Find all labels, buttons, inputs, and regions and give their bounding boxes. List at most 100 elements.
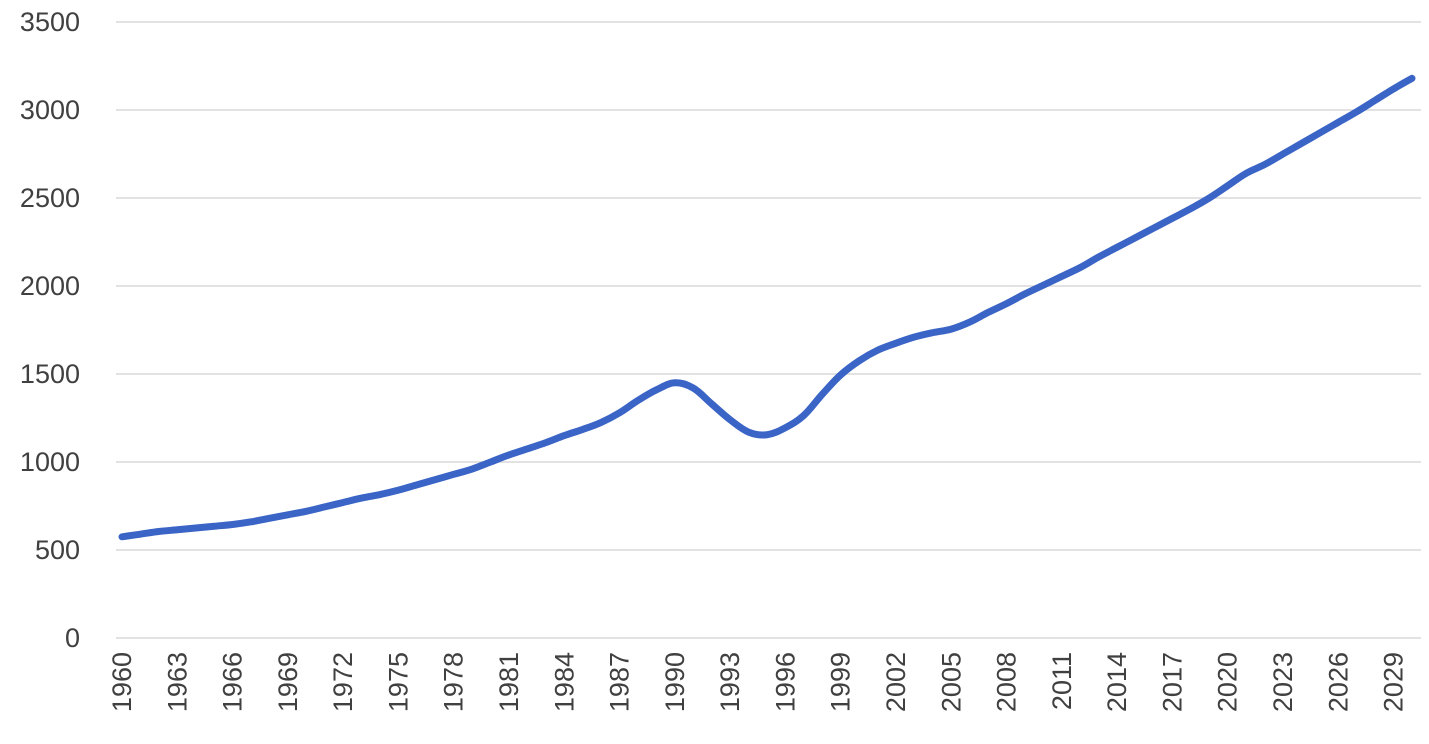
- y-axis: 0 500 1000 1500 2000 2500 3000 3500: [20, 7, 80, 653]
- x-tick-label-1963: 1963: [162, 652, 192, 712]
- data-point-1972: [340, 499, 347, 506]
- y-tick-label-2000: 2000: [20, 271, 80, 301]
- data-point-1995: [764, 431, 771, 438]
- data-point-1978: [450, 471, 457, 478]
- data-point-1993: [727, 416, 734, 423]
- data-point-1966: [229, 521, 236, 528]
- data-point-2012: [1077, 264, 1084, 271]
- y-tick-label-3500: 3500: [20, 7, 80, 37]
- y-tick-label-0: 0: [65, 623, 80, 653]
- data-point-1987: [616, 409, 623, 416]
- data-point-2011: [1058, 273, 1065, 280]
- x-tick-label-1978: 1978: [439, 652, 469, 712]
- y-tick-label-3000: 3000: [20, 95, 80, 125]
- x-tick-label-1987: 1987: [605, 652, 635, 712]
- data-point-2028: [1372, 97, 1379, 104]
- data-point-1962: [155, 528, 162, 535]
- y-tick-label-1000: 1000: [20, 447, 80, 477]
- data-point-2002: [893, 340, 900, 347]
- data-point-1996: [782, 424, 789, 431]
- data-point-2030: [1409, 75, 1416, 82]
- data-point-2024: [1298, 140, 1305, 147]
- data-point-2001: [874, 347, 881, 354]
- data-point-1998: [819, 391, 826, 398]
- x-axis: 1960 1963 1966 1969 1972 1975 1978 1981 1984 1987…: [107, 652, 1409, 712]
- x-tick-label-1990: 1990: [660, 652, 690, 712]
- x-tick-label-2005: 2005: [936, 652, 966, 712]
- x-tick-label-1999: 1999: [826, 652, 856, 712]
- data-point-1968: [266, 515, 273, 522]
- y-tick-label-500: 500: [35, 535, 80, 565]
- data-point-2005: [948, 326, 955, 333]
- data-point-2017: [1169, 215, 1176, 222]
- x-tick-label-1981: 1981: [494, 652, 524, 712]
- data-point-1975: [395, 487, 402, 494]
- data-point-1971: [321, 503, 328, 510]
- data-point-1981: [506, 451, 513, 458]
- data-point-2015: [1132, 234, 1139, 241]
- x-tick-label-1993: 1993: [715, 652, 745, 712]
- data-point-1976: [413, 481, 420, 488]
- data-point-2027: [1353, 108, 1360, 115]
- x-tick-label-1975: 1975: [383, 652, 413, 712]
- data-point-2029: [1390, 85, 1397, 92]
- x-tick-label-2020: 2020: [1213, 652, 1243, 712]
- data-point-1973: [358, 495, 365, 502]
- data-point-1979: [469, 466, 476, 473]
- x-tick-label-2011: 2011: [1047, 652, 1077, 710]
- data-point-2008: [1003, 300, 1010, 307]
- data-point-2023: [1280, 151, 1287, 158]
- data-point-2026: [1335, 119, 1342, 126]
- data-point-1964: [192, 525, 199, 532]
- data-point-1974: [377, 491, 384, 498]
- x-tick-label-2026: 2026: [1323, 652, 1353, 712]
- data-point-2022: [1261, 161, 1268, 168]
- data-point-1965: [211, 523, 218, 530]
- data-point-2004: [929, 329, 936, 336]
- data-point-1990: [671, 379, 678, 386]
- data-point-2009: [1022, 290, 1029, 297]
- data-point-1983: [542, 439, 549, 446]
- x-tick-label-2014: 2014: [1102, 652, 1132, 712]
- data-point-2020: [1224, 182, 1231, 189]
- data-point-1969: [284, 511, 291, 518]
- data-point-1988: [635, 397, 642, 404]
- data-point-1961: [137, 531, 144, 538]
- x-tick-label-1960: 1960: [107, 652, 137, 712]
- x-tick-label-1972: 1972: [328, 652, 358, 712]
- y-tick-label-1500: 1500: [20, 359, 80, 389]
- data-point-1989: [653, 386, 660, 393]
- data-point-2000: [856, 357, 863, 364]
- data-point-1994: [745, 429, 752, 436]
- data-point-1963: [174, 526, 181, 533]
- data-point-2010: [1040, 282, 1047, 289]
- data-point-1985: [579, 426, 586, 433]
- x-tick-label-1984: 1984: [549, 652, 579, 712]
- data-point-1967: [248, 518, 255, 525]
- data-point-2018: [1187, 205, 1194, 212]
- x-tick-label-1966: 1966: [218, 652, 248, 712]
- data-point-1984: [561, 432, 568, 439]
- data-point-2014: [1114, 244, 1121, 251]
- data-point-1960: [119, 533, 126, 540]
- data-point-1982: [524, 445, 531, 452]
- data-point-2013: [1095, 253, 1102, 260]
- grid-lines: [116, 21, 1421, 639]
- data-point-1991: [690, 385, 697, 392]
- data-point-2003: [911, 334, 918, 341]
- series-line-0: [118, 74, 1416, 541]
- x-tick-label-1969: 1969: [273, 652, 303, 712]
- data-point-1970: [303, 508, 310, 515]
- x-tick-label-2023: 2023: [1268, 652, 1298, 712]
- data-point-2006: [966, 319, 973, 326]
- x-tick-label-2002: 2002: [881, 652, 911, 712]
- data-point-1980: [487, 459, 494, 466]
- data-point-2016: [1151, 224, 1158, 231]
- x-tick-label-2008: 2008: [992, 652, 1022, 712]
- series-layer: [118, 74, 1416, 541]
- data-point-1997: [800, 412, 807, 419]
- x-tick-label-2017: 2017: [1157, 652, 1187, 712]
- data-point-2007: [985, 309, 992, 316]
